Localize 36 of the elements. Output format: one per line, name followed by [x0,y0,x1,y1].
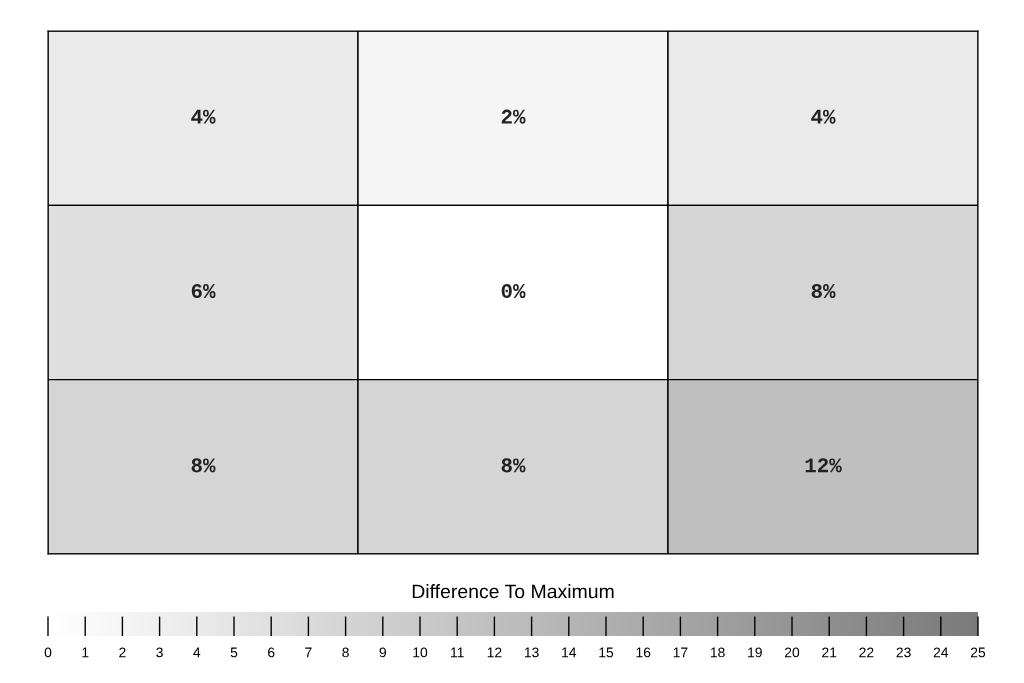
data-label: 12% [805,458,842,473]
color-bar-label: 7 [305,647,312,658]
color-bar-label: 8 [342,647,349,658]
color-bar-label: 2 [119,647,126,658]
color-bar-label: 15 [599,647,614,658]
color-bar-label: 3 [156,647,163,658]
data-label: 8% [191,458,216,473]
color-bar-label: 13 [524,647,539,658]
color-bar-label: 16 [636,647,651,658]
color-bar-label: 4 [193,647,201,658]
color-bar-label: 6 [268,647,275,658]
color-bar-label: 24 [933,647,949,658]
color-bar-title: Difference To Maximum [412,584,614,599]
color-bar-label: 17 [673,647,688,658]
data-label: 2% [501,109,526,124]
data-label: 0% [501,283,526,299]
color-bar-label: 5 [230,647,238,658]
color-bar-label: 9 [379,647,386,658]
color-bar-label: 20 [784,647,800,658]
color-bar-label: 23 [896,647,911,658]
color-bar-label: 1 [82,647,89,658]
color-bar-label: 22 [859,647,874,658]
data-label: 4% [811,109,836,124]
color-bar-label: 0 [44,647,52,658]
data-label: 8% [501,458,526,473]
color-bar-label: 21 [822,647,837,658]
data-label: 6% [191,283,216,299]
data-label: 8% [811,283,836,299]
color-bar-label: 19 [748,647,762,658]
color-bar-label: 14 [562,647,577,658]
color-bar-label: 12 [487,647,502,658]
data-label: 4% [191,109,216,124]
color-bar-label: 25 [970,647,986,658]
color-bar-label: 11 [451,647,464,658]
color-bar-label: 10 [413,647,428,658]
color-bar-label: 18 [710,647,725,658]
